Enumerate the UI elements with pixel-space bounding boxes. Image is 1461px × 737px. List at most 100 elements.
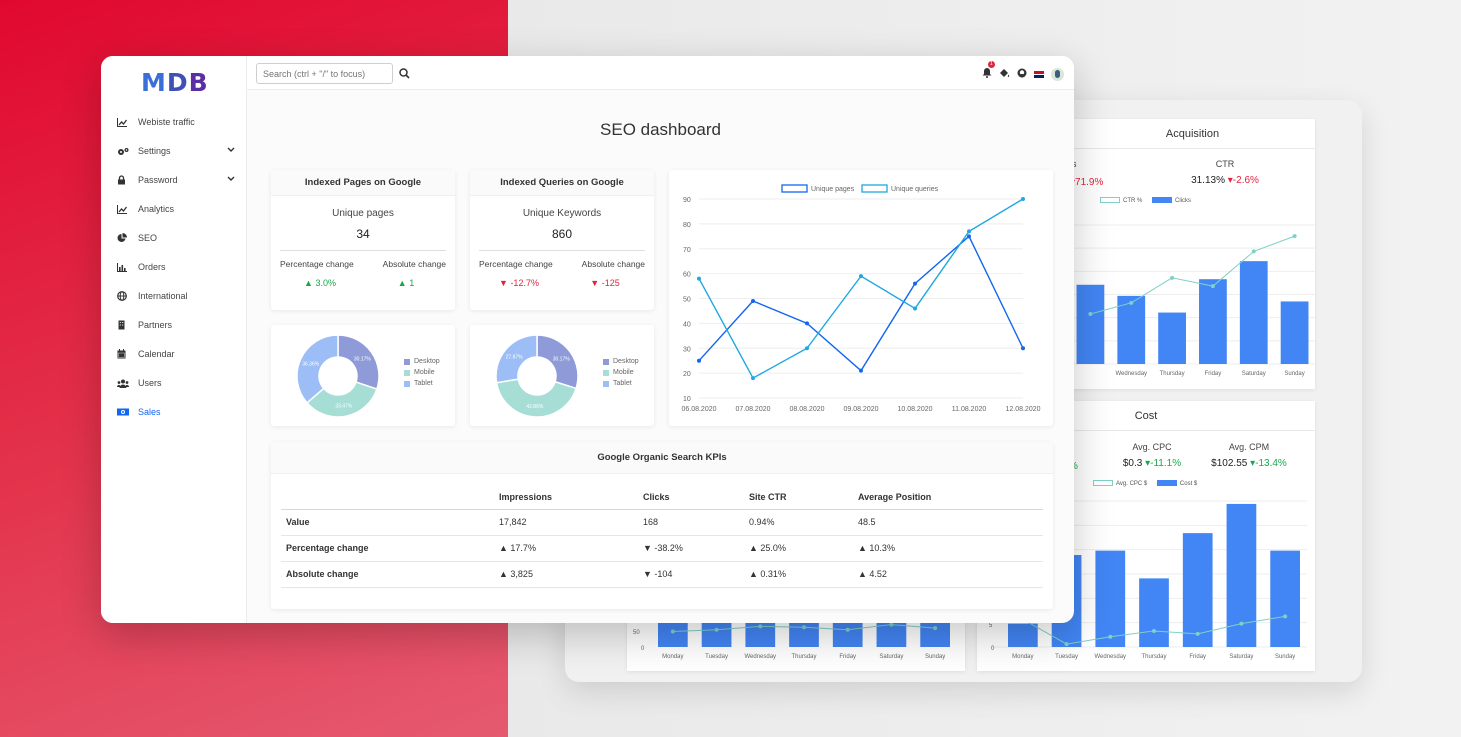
sidebar-item-calendar[interactable]: Calendar bbox=[117, 345, 241, 363]
indexed-queries-header: Indexed Queries on Google bbox=[470, 170, 654, 196]
legend-ctr: CTR % bbox=[1123, 197, 1143, 204]
legend-desktop: Desktop bbox=[414, 358, 440, 365]
sidebar-item-label: Password bbox=[138, 175, 178, 185]
data-point bbox=[751, 376, 755, 381]
sidebar-item-sales[interactable]: Sales bbox=[117, 403, 241, 421]
line-chart-icon bbox=[117, 204, 133, 214]
kpi-table: Impressions Clicks Site CTR Average Posi… bbox=[281, 485, 1043, 588]
percentage-change-label: Percentage change bbox=[479, 259, 553, 269]
bar bbox=[1280, 301, 1309, 364]
avatar[interactable] bbox=[1051, 67, 1064, 81]
x-tick-label: Monday bbox=[662, 654, 683, 660]
x-tick-label: Friday bbox=[1205, 371, 1222, 377]
trend-point bbox=[933, 626, 938, 631]
sidebar-item-seo[interactable]: SEO bbox=[117, 229, 241, 247]
data-point bbox=[697, 276, 701, 281]
paint-bucket-icon[interactable] bbox=[999, 65, 1010, 83]
data-point bbox=[859, 368, 863, 373]
data-point bbox=[805, 321, 809, 326]
x-tick-label: 11.08.2020 bbox=[952, 406, 987, 413]
bell-icon[interactable]: 1 bbox=[982, 61, 995, 83]
bar bbox=[1007, 623, 1038, 647]
x-tick-label: Tuesday bbox=[1055, 654, 1078, 660]
donut-value-label: 27.87% bbox=[506, 355, 524, 361]
sidebar-item-label: International bbox=[138, 291, 188, 301]
main-dashboard-window: MDB Webiste traffic Settings Password An… bbox=[101, 56, 1074, 623]
calendar-icon bbox=[117, 349, 133, 359]
trend-line bbox=[1090, 235, 1295, 315]
sidebar-item-website-traffic[interactable]: Webiste traffic bbox=[117, 113, 241, 131]
trend-point bbox=[1283, 614, 1288, 619]
column-header bbox=[281, 485, 494, 510]
trend-point bbox=[758, 624, 763, 629]
avg-cpm-kpi: Avg. CPM $102.55 ▾-13.4% bbox=[1199, 442, 1299, 469]
legend-clicks: Clicks bbox=[1175, 197, 1192, 204]
trend-point bbox=[1152, 628, 1156, 633]
uk-flag-icon[interactable] bbox=[1034, 70, 1044, 78]
trend-point bbox=[802, 625, 806, 630]
bar bbox=[1117, 295, 1146, 364]
search-icon[interactable] bbox=[399, 66, 410, 84]
x-tick-label: 08.08.2020 bbox=[789, 406, 824, 413]
absolute-change-label: Absolute change bbox=[382, 259, 446, 269]
donut-value-label: 36.36% bbox=[302, 362, 320, 368]
sidebar-item-analytics[interactable]: Analytics bbox=[117, 200, 241, 218]
series-line-unique-pages bbox=[698, 235, 1024, 372]
donut-slice-desktop bbox=[337, 334, 380, 391]
sidebar-item-international[interactable]: International bbox=[117, 287, 241, 305]
indexed-queries-card: Indexed Queries on Google Unique Keyword… bbox=[470, 170, 654, 310]
x-tick-label: Sunday bbox=[925, 654, 945, 660]
donut-value-label: 42.86% bbox=[526, 404, 544, 410]
acquisition-title: Acquisition bbox=[1070, 119, 1315, 149]
data-point bbox=[967, 234, 971, 239]
x-tick-label: Friday bbox=[1189, 654, 1206, 660]
x-tick-label: 09.08.2020 bbox=[843, 406, 878, 413]
users-icon bbox=[117, 379, 133, 388]
y-tick-label: 50 bbox=[633, 630, 640, 636]
table-row: Absolute change ▲ 3,825 ▼ -104 ▲ 0.31% ▲… bbox=[281, 561, 1043, 588]
x-tick-label: Wednesday bbox=[744, 654, 776, 660]
table-cell: ▲ 25.0% bbox=[744, 535, 853, 562]
sidebar-item-password[interactable]: Password bbox=[117, 171, 241, 189]
trend-point bbox=[889, 622, 894, 627]
sidebar-item-label: Users bbox=[138, 378, 162, 388]
gears-icon bbox=[117, 147, 133, 156]
unique-pages-label: Unique pages bbox=[332, 208, 394, 219]
donut-slice-mobile bbox=[305, 381, 378, 418]
top-right-icons: 1 bbox=[982, 61, 1064, 83]
y-tick-label: 0 bbox=[641, 646, 645, 652]
lock-icon bbox=[117, 175, 133, 185]
table-cell: ▲ 0.31% bbox=[744, 561, 853, 588]
absolute-change-value: ▼ -125 bbox=[590, 278, 620, 288]
pages-donut-card: 30.17% 33.47% 36.36% Desktop Mobile Tablet bbox=[271, 325, 455, 426]
sidebar-item-settings[interactable]: Settings bbox=[117, 142, 241, 160]
legend-tablet: Tablet bbox=[613, 380, 632, 387]
column-header-site-ctr: Site CTR bbox=[744, 485, 853, 510]
page-title: SEO dashboard bbox=[600, 120, 721, 139]
cost-legend: Avg. CPC $ Cost $ bbox=[1093, 480, 1205, 487]
acquisition-partial-label: s bbox=[1072, 159, 1077, 169]
table-cell: ▼ -104 bbox=[638, 561, 744, 588]
sidebar-item-users[interactable]: Users bbox=[117, 374, 241, 392]
sidebar-item-orders[interactable]: Orders bbox=[117, 258, 241, 276]
trend-point bbox=[1239, 621, 1244, 626]
github-icon[interactable] bbox=[1017, 65, 1027, 83]
trend-point bbox=[1195, 631, 1200, 636]
bar bbox=[1239, 261, 1268, 364]
queries-donut-card: 30.17% 42.86% 27.87% Desktop Mobile Tablet bbox=[470, 325, 654, 426]
mdb-logo[interactable]: MDB bbox=[141, 68, 209, 97]
y-tick-label: 50 bbox=[683, 297, 691, 304]
line-chart-card: 10 20 30 40 50 60 70 80 90 06.08.2020 07.08.2020 08… bbox=[669, 170, 1053, 426]
chevron-down-icon bbox=[227, 174, 235, 184]
y-tick-label: 60 bbox=[683, 272, 691, 279]
unique-pages-value: 34 bbox=[356, 227, 370, 241]
globe-icon bbox=[117, 291, 133, 301]
legend-label: Unique queries bbox=[891, 186, 939, 193]
x-tick-label: Saturday bbox=[1242, 371, 1266, 377]
sidebar-item-partners[interactable]: Partners bbox=[117, 316, 241, 334]
divider bbox=[280, 250, 446, 251]
unique-keywords-value: 860 bbox=[551, 227, 573, 241]
percentage-change-value: ▲ 3.0% bbox=[304, 278, 336, 288]
bar bbox=[1139, 578, 1169, 647]
search-input[interactable] bbox=[256, 63, 393, 84]
